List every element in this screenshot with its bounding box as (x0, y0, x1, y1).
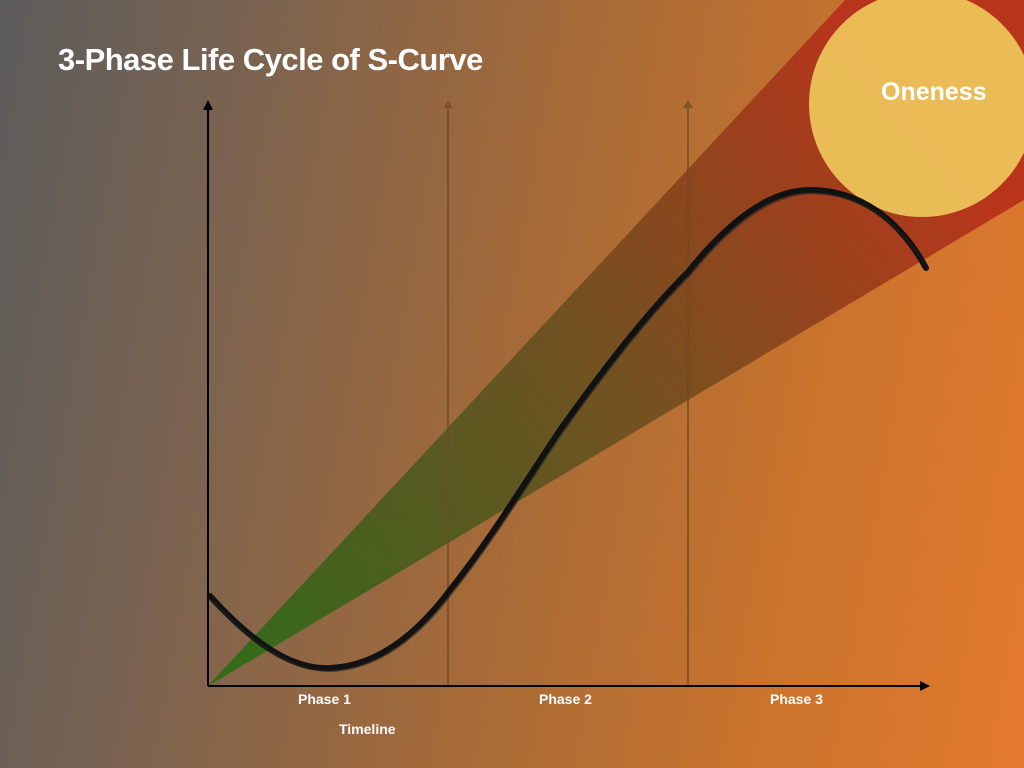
oneness-circle (809, 0, 1024, 217)
x-axis-label: Timeline (339, 721, 396, 737)
x-axis-arrow-icon (920, 681, 930, 691)
page-title: 3-Phase Life Cycle of S-Curve (58, 42, 483, 77)
oneness-label: Oneness (881, 78, 987, 106)
s-curve (207, 186, 929, 672)
growth-cone (208, 0, 1024, 686)
y-axis-arrow-icon (203, 100, 213, 110)
phase-divider-1-arrow-icon (443, 100, 453, 108)
phase-1-label: Phase 1 (298, 691, 351, 707)
phase-3-label: Phase 3 (770, 691, 823, 707)
phase-2-label: Phase 2 (539, 691, 592, 707)
phase-divider-2-arrow-icon (683, 100, 693, 108)
